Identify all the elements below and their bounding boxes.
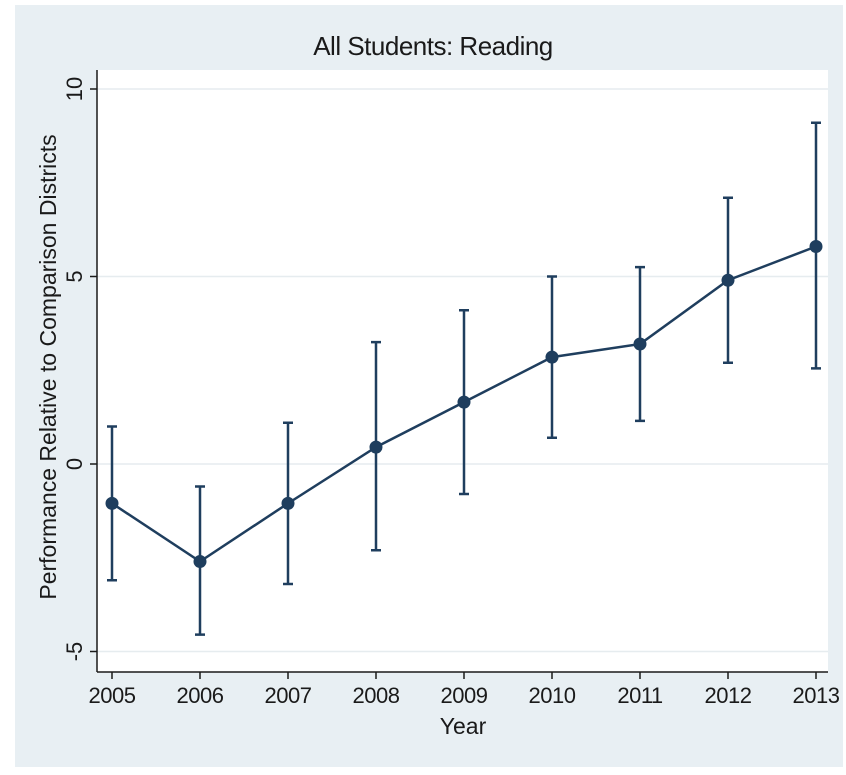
data-point-2008 — [369, 440, 383, 454]
y-tick-label: 10 — [62, 77, 87, 101]
axis-layer: -5 0 5 10 2005 2006 2007 2008 2009 2010 2011 2012 20… — [62, 70, 840, 708]
x-tick-label: 2008 — [353, 683, 400, 708]
x-tick-label: 2011 — [617, 683, 663, 708]
y-tick-label: 0 — [62, 458, 87, 470]
data-point-2011 — [633, 337, 647, 351]
x-tick-label: 2009 — [441, 683, 488, 708]
y-axis-label: Performance Relative to Comparison Distr… — [35, 134, 61, 599]
x-tick-label: 2010 — [529, 683, 576, 708]
grid-layer — [97, 88, 828, 653]
data-point-2009 — [457, 395, 471, 409]
data-point-2012 — [721, 273, 735, 287]
chart-title: All Students: Reading — [313, 31, 553, 61]
y-tick-label: 5 — [62, 270, 87, 282]
plot-area — [97, 70, 828, 672]
y-tick-label: -5 — [62, 642, 87, 662]
data-layer — [105, 121, 823, 636]
data-point-2013 — [809, 240, 823, 253]
x-tick-label: 2012 — [705, 683, 752, 708]
x-tick-label: 2005 — [89, 683, 136, 708]
data-point-2005 — [105, 496, 119, 510]
x-tick-label: 2006 — [177, 683, 224, 708]
data-point-2006 — [193, 555, 207, 568]
x-axis-label: Year — [440, 713, 487, 739]
x-tick-label: 2007 — [265, 683, 312, 708]
data-point-2007 — [281, 496, 295, 510]
data-point-2010 — [545, 350, 559, 364]
x-tick-label: 2013 — [793, 683, 840, 708]
